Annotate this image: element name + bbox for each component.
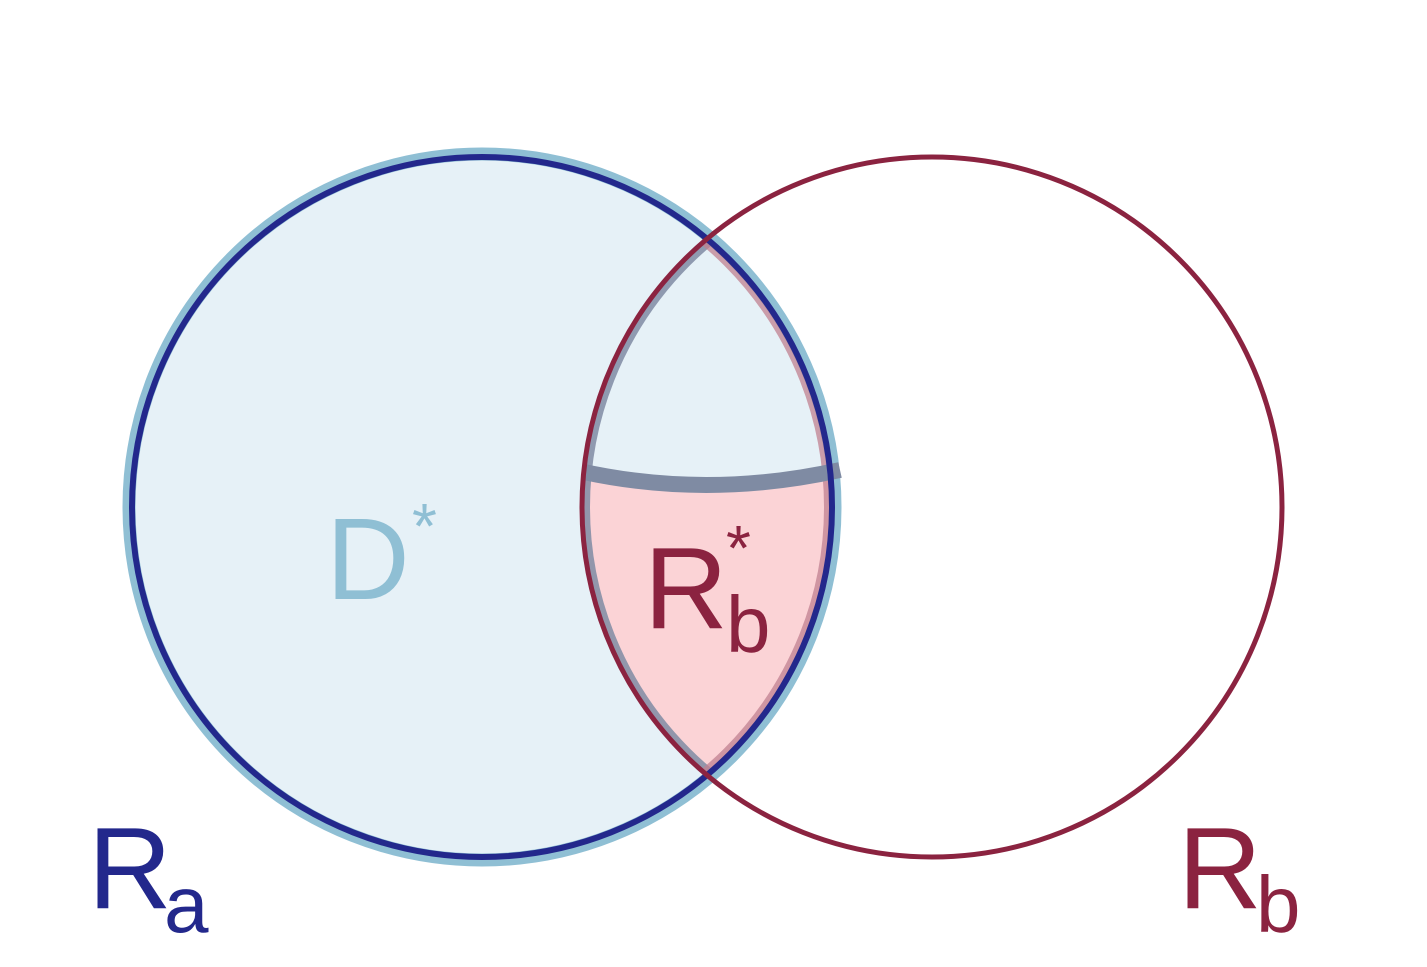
rb-star-sub: b: [726, 580, 771, 669]
d-star-label: D: [326, 494, 410, 624]
rb-star-sup: *: [726, 512, 751, 584]
ra-sub: a: [164, 860, 209, 949]
rb-sub: b: [1256, 860, 1301, 949]
d-star-sup: *: [412, 490, 437, 562]
rb-star-label: R: [644, 523, 728, 653]
ra-label: R: [88, 803, 172, 933]
d-star-main: D: [326, 494, 410, 624]
ra-circle: [129, 154, 835, 860]
boundary-curve: [582, 462, 842, 493]
rb-circle: [579, 154, 1285, 860]
rb-label: R: [1178, 803, 1262, 933]
